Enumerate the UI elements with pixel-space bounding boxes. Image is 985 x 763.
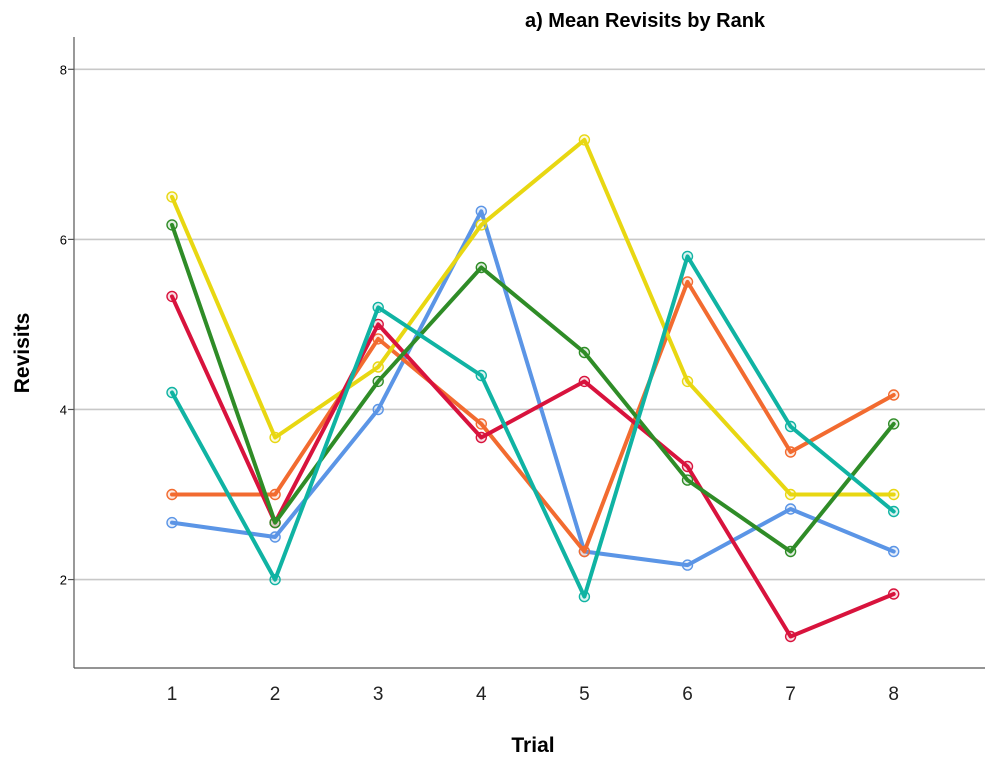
data-point bbox=[888, 418, 900, 430]
series-2 bbox=[166, 276, 900, 558]
data-point bbox=[269, 531, 281, 543]
x-tick-label: 4 bbox=[476, 684, 487, 705]
x-tick-label: 1 bbox=[167, 684, 178, 705]
data-point bbox=[578, 375, 591, 388]
data-point bbox=[784, 446, 797, 458]
series-line bbox=[170, 254, 896, 599]
y-tick-label: 4 bbox=[60, 402, 67, 417]
series-5 bbox=[166, 219, 900, 558]
data-point bbox=[784, 420, 797, 433]
y-tick-label: 8 bbox=[60, 62, 67, 77]
x-tick-label: 3 bbox=[373, 684, 384, 705]
data-point bbox=[166, 516, 178, 529]
data-point bbox=[475, 418, 487, 430]
data-point bbox=[269, 488, 281, 501]
data-point bbox=[166, 290, 178, 303]
series-line bbox=[170, 294, 896, 639]
data-point bbox=[475, 369, 487, 382]
data-point bbox=[578, 545, 591, 558]
data-point bbox=[681, 276, 694, 288]
series-line bbox=[170, 222, 896, 554]
data-point bbox=[475, 219, 487, 231]
data-point bbox=[475, 431, 487, 444]
data-point bbox=[681, 460, 694, 473]
data-point bbox=[166, 219, 178, 231]
data-point bbox=[888, 505, 900, 518]
chart-title: a) Mean Revisits by Rank bbox=[525, 10, 766, 32]
x-tick-label: 8 bbox=[888, 684, 899, 705]
data-point bbox=[888, 488, 900, 501]
data-point bbox=[681, 474, 694, 486]
data-point bbox=[475, 205, 487, 218]
data-point bbox=[372, 403, 384, 416]
y-tick-label: 2 bbox=[60, 573, 67, 588]
x-tick-labels: 1 2 3 4 5 6 7 8 bbox=[167, 684, 899, 705]
data-point bbox=[681, 559, 694, 571]
data-point bbox=[166, 488, 178, 501]
data-point bbox=[269, 431, 281, 444]
data-point bbox=[784, 630, 797, 643]
data-point bbox=[888, 588, 900, 600]
series-3 bbox=[166, 134, 900, 501]
data-point bbox=[681, 250, 694, 263]
data-point bbox=[578, 346, 591, 359]
data-point bbox=[681, 375, 694, 388]
gridlines bbox=[74, 68, 985, 581]
data-point bbox=[372, 333, 384, 345]
series-4 bbox=[166, 290, 900, 643]
x-tick-label: 5 bbox=[579, 684, 590, 705]
series-1 bbox=[166, 205, 900, 571]
x-tick-label: 7 bbox=[785, 684, 796, 705]
data-point bbox=[372, 375, 384, 388]
y-tick-label: 6 bbox=[60, 232, 67, 247]
data-point bbox=[166, 386, 178, 399]
series-group bbox=[166, 134, 900, 643]
data-point bbox=[888, 545, 900, 558]
series-6 bbox=[166, 250, 900, 603]
y-axis-label: Revisits bbox=[11, 313, 34, 394]
series-line bbox=[170, 137, 896, 497]
x-axis-label: Trial bbox=[511, 734, 554, 757]
series-line bbox=[170, 209, 896, 568]
data-point bbox=[372, 301, 384, 314]
data-point bbox=[269, 516, 281, 529]
data-point bbox=[784, 545, 797, 558]
data-point bbox=[784, 488, 797, 501]
data-point bbox=[372, 361, 384, 373]
data-point bbox=[578, 590, 591, 603]
x-tick-label: 2 bbox=[270, 684, 281, 705]
data-point bbox=[578, 134, 591, 146]
x-tick-label: 6 bbox=[682, 684, 693, 705]
data-point bbox=[269, 573, 281, 586]
data-point bbox=[784, 503, 797, 515]
data-point bbox=[475, 261, 487, 274]
data-point bbox=[888, 389, 900, 401]
data-point bbox=[166, 191, 178, 203]
y-tick-labels: 2 4 6 8 bbox=[60, 62, 74, 588]
